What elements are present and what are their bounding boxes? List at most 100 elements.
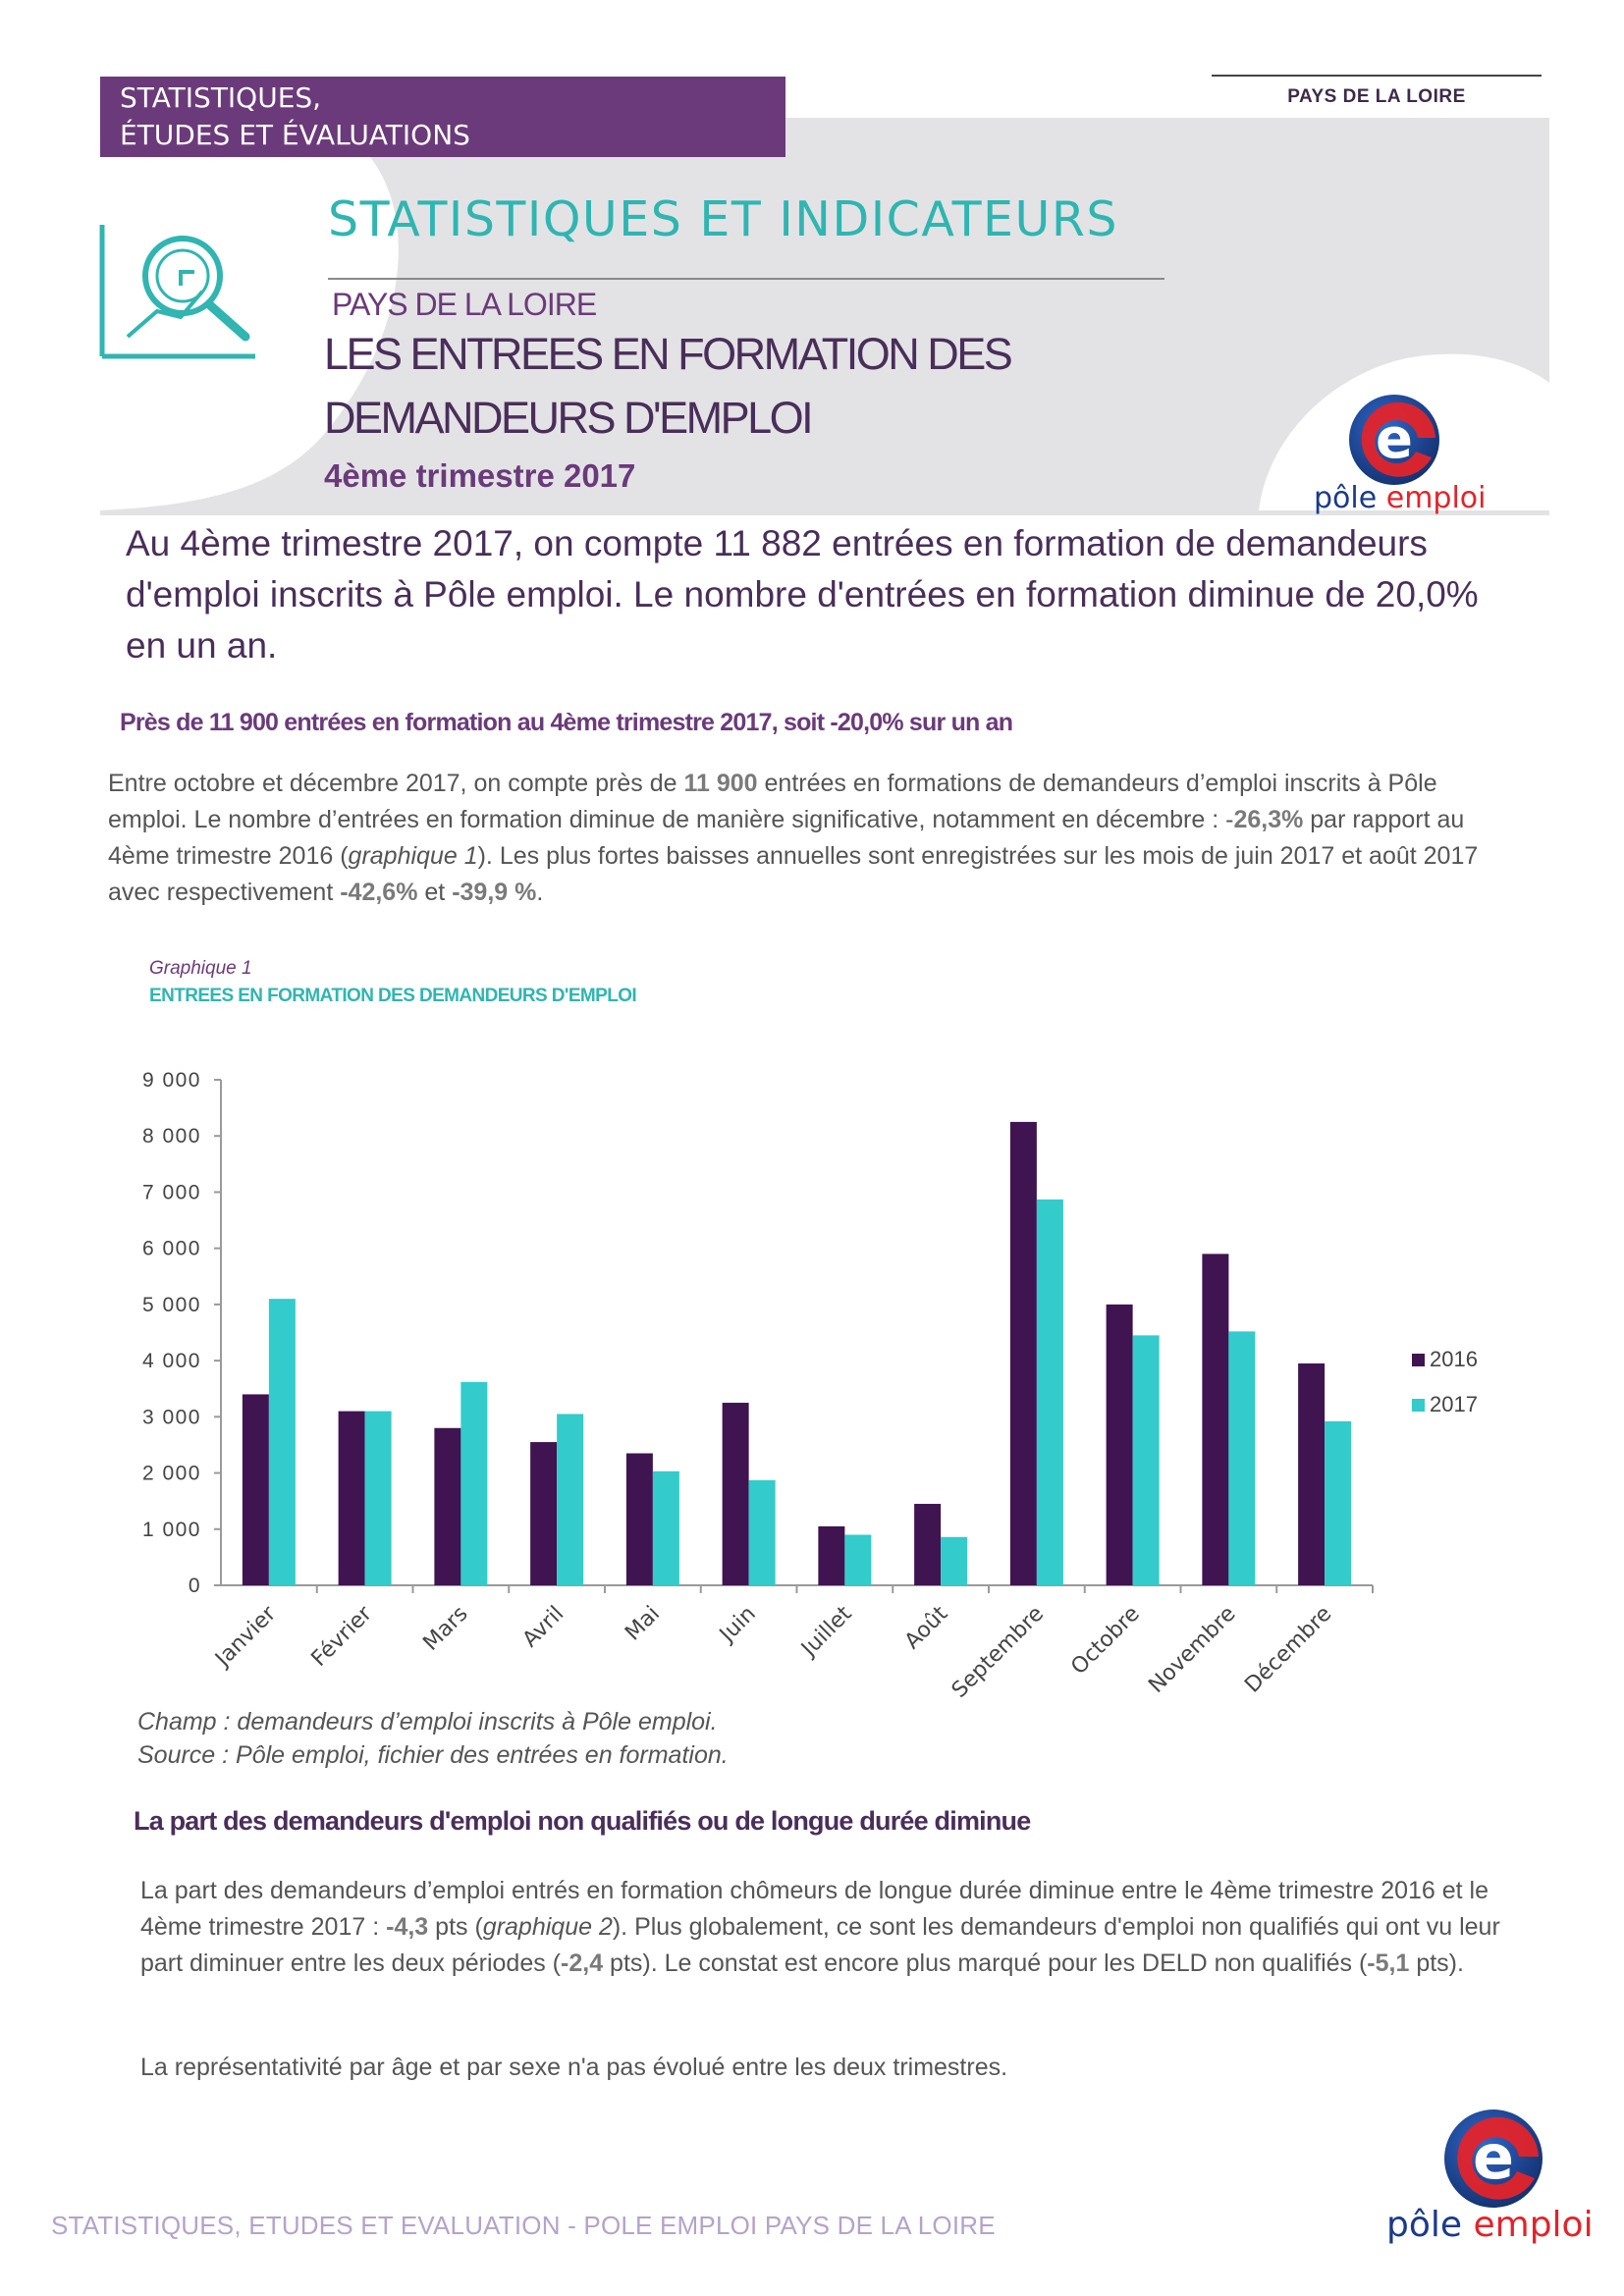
bar-2016-septembre — [1009, 1121, 1037, 1585]
section-tag-line1: STATISTIQUES, — [120, 81, 322, 114]
text-run: par rapport au 4ème trimestre 2016 ( — [108, 806, 1465, 870]
bar-2016-mai — [625, 1453, 653, 1585]
bar-2016-avril — [530, 1442, 558, 1585]
region-subtitle: PAYS DE LA LOIRE — [332, 287, 597, 322]
bar-2016-août — [914, 1504, 942, 1585]
x-tick-label: Septembre — [947, 1602, 1049, 1703]
bar-2016-février — [338, 1411, 365, 1585]
highlight-value: 11 900 — [683, 770, 758, 797]
pole-emploi-wordmark-footer: pôle emploi — [1386, 2205, 1594, 2245]
footer-text: STATISTIQUES, ETUDES ET EVALUATION - POL… — [51, 2211, 996, 2240]
section-tag: STATISTIQUES, ÉTUDES ET ÉVALUATIONS — [100, 77, 785, 157]
analytics-magnifier-icon — [99, 225, 255, 359]
logo-text-emploi: emploi — [1473, 2205, 1594, 2245]
text-run: . — [536, 879, 544, 906]
bar-2017-décembre — [1325, 1420, 1352, 1585]
text-run: et — [417, 879, 453, 906]
chart-reference: graphique 1 — [348, 842, 478, 870]
bar-chart: 0 1 000 2 000 3 000 4 000 5 000 6 000 7 000 8 00… — [142, 1069, 1478, 1703]
header-curve-decoration — [100, 118, 1549, 510]
svg-text:e: e — [1473, 2121, 1514, 2193]
bar-2017-janvier — [268, 1299, 296, 1585]
logo-text-emploi: emploi — [1385, 481, 1487, 515]
svg-text:e: e — [1376, 407, 1413, 471]
document-title-line1: LES ENTREES EN FORMATION DES — [324, 329, 1013, 379]
text-run: entrées en formations de demandeurs d’em… — [108, 770, 1437, 833]
pole-emploi-e-icon: e — [1444, 2109, 1543, 2208]
section-tag-line2: ÉTUDES ET ÉVALUATIONS — [120, 119, 470, 151]
x-tick-label: Juillet — [795, 1601, 856, 1662]
y-tick-label: 8 000 — [142, 1125, 201, 1148]
bar-2016-juillet — [818, 1525, 845, 1585]
section1-paragraph: Entre octobre et décembre 2017, on compt… — [108, 766, 1502, 911]
bar-2017-juin — [748, 1479, 776, 1585]
x-tick-label: Avril — [518, 1602, 569, 1653]
y-tick-label: 5 000 — [142, 1294, 201, 1316]
bar-2016-décembre — [1298, 1362, 1326, 1585]
chart-title: ENTREES EN FORMATION DES DEMANDEURS D'EM… — [149, 986, 637, 1006]
bar-2017-septembre — [1036, 1199, 1063, 1585]
y-tick-label: 4 000 — [142, 1350, 201, 1372]
y-tick-label: 2 000 — [142, 1463, 201, 1485]
text-run: pts). Le constat est encore plus marqué … — [603, 1949, 1368, 1977]
highlight-value: -2,4 — [561, 1949, 604, 1977]
highlight-value: -5,1 — [1367, 1949, 1410, 1977]
x-tick-label: Août — [900, 1601, 953, 1654]
bar-2017-mars — [460, 1381, 488, 1585]
x-tick-label: Juin — [714, 1602, 761, 1649]
y-tick-label: 9 000 — [142, 1069, 201, 1092]
text-run: pts). — [1409, 1949, 1464, 1977]
x-tick-label: Novembre — [1144, 1602, 1240, 1698]
y-tick-label: 1 000 — [142, 1519, 201, 1541]
bar-2017-août — [941, 1536, 968, 1585]
text-run: La part des demandeurs d’emploi entrés e… — [140, 1877, 1489, 1941]
section2-paragraph-2: La représentativité par âge et par sexe … — [140, 2054, 1008, 2081]
bar-2017-avril — [557, 1414, 584, 1585]
document-title-line2: DEMANDEURS D'EMPLOI — [324, 393, 814, 443]
pole-emploi-logo-header: e — [1345, 391, 1443, 489]
bar-2017-juillet — [844, 1534, 872, 1585]
text-run: ). Plus globalement, ce sont les demande… — [140, 1913, 1500, 1977]
bar-2017-novembre — [1228, 1331, 1256, 1585]
bar-2016-juin — [722, 1403, 749, 1585]
x-tick-label: Mai — [621, 1602, 665, 1646]
highlight-value: -39,9 % — [452, 879, 537, 906]
logo-text-pole: pôle — [1386, 2205, 1463, 2245]
bar-2017-octobre — [1132, 1335, 1160, 1585]
chart-caption: Graphique 1 — [149, 958, 252, 979]
x-tick-label: Janvier — [210, 1601, 282, 1673]
bar-2016-janvier — [242, 1394, 269, 1585]
header-band — [100, 118, 1549, 515]
region-top-label: PAYS DE LA LOIRE — [1212, 75, 1542, 108]
title-divider — [328, 278, 1164, 280]
x-tick-label: Mars — [418, 1602, 472, 1656]
y-tick-label: 0 — [189, 1575, 201, 1597]
bar-2017-mai — [652, 1470, 679, 1585]
bar-2016-octobre — [1106, 1304, 1133, 1585]
lead-paragraph: Au 4ème trimestre 2017, on compte 11 882… — [126, 523, 1479, 666]
y-tick-label: 7 000 — [142, 1181, 201, 1203]
x-tick-label: Février — [307, 1601, 378, 1672]
text-run: ). Les plus fortes baisses annuelles son… — [108, 842, 1479, 906]
legend-swatch-2016 — [1412, 1354, 1425, 1366]
section2-heading: La part des demandeurs d'emploi non qual… — [134, 1806, 1031, 1836]
bar-2017-février — [364, 1411, 392, 1585]
y-tick-label: 6 000 — [142, 1238, 201, 1260]
chart-note-champ: Champ : demandeurs d’emploi inscrits à P… — [137, 1708, 718, 1735]
text-run: Entre octobre et décembre 2017, on compt… — [108, 770, 684, 797]
chart-reference: graphique 2 — [482, 1913, 613, 1941]
x-tick-label: Octobre — [1066, 1602, 1145, 1681]
logo-text-pole: pôle — [1314, 481, 1378, 515]
x-tick-label: Décembre — [1240, 1602, 1336, 1698]
highlight-value: -42,6% — [340, 879, 418, 906]
document-period: 4ème trimestre 2017 — [324, 457, 636, 494]
highlight-value: 26,3% — [1233, 806, 1304, 833]
pole-emploi-e-icon: e — [1349, 395, 1439, 485]
legend-label-2016: 2016 — [1430, 1347, 1478, 1371]
pole-emploi-wordmark-header: pôle emploi — [1314, 481, 1487, 515]
main-title: STATISTIQUES ET INDICATEURS — [328, 191, 1118, 247]
legend-swatch-2017 — [1412, 1399, 1425, 1412]
bar-2016-mars — [434, 1427, 461, 1585]
chart-note-source: Source : Pôle emploi, fichier des entrée… — [137, 1741, 729, 1769]
section2-paragraph: La part des demandeurs d’emploi entrés e… — [140, 1873, 1535, 1982]
